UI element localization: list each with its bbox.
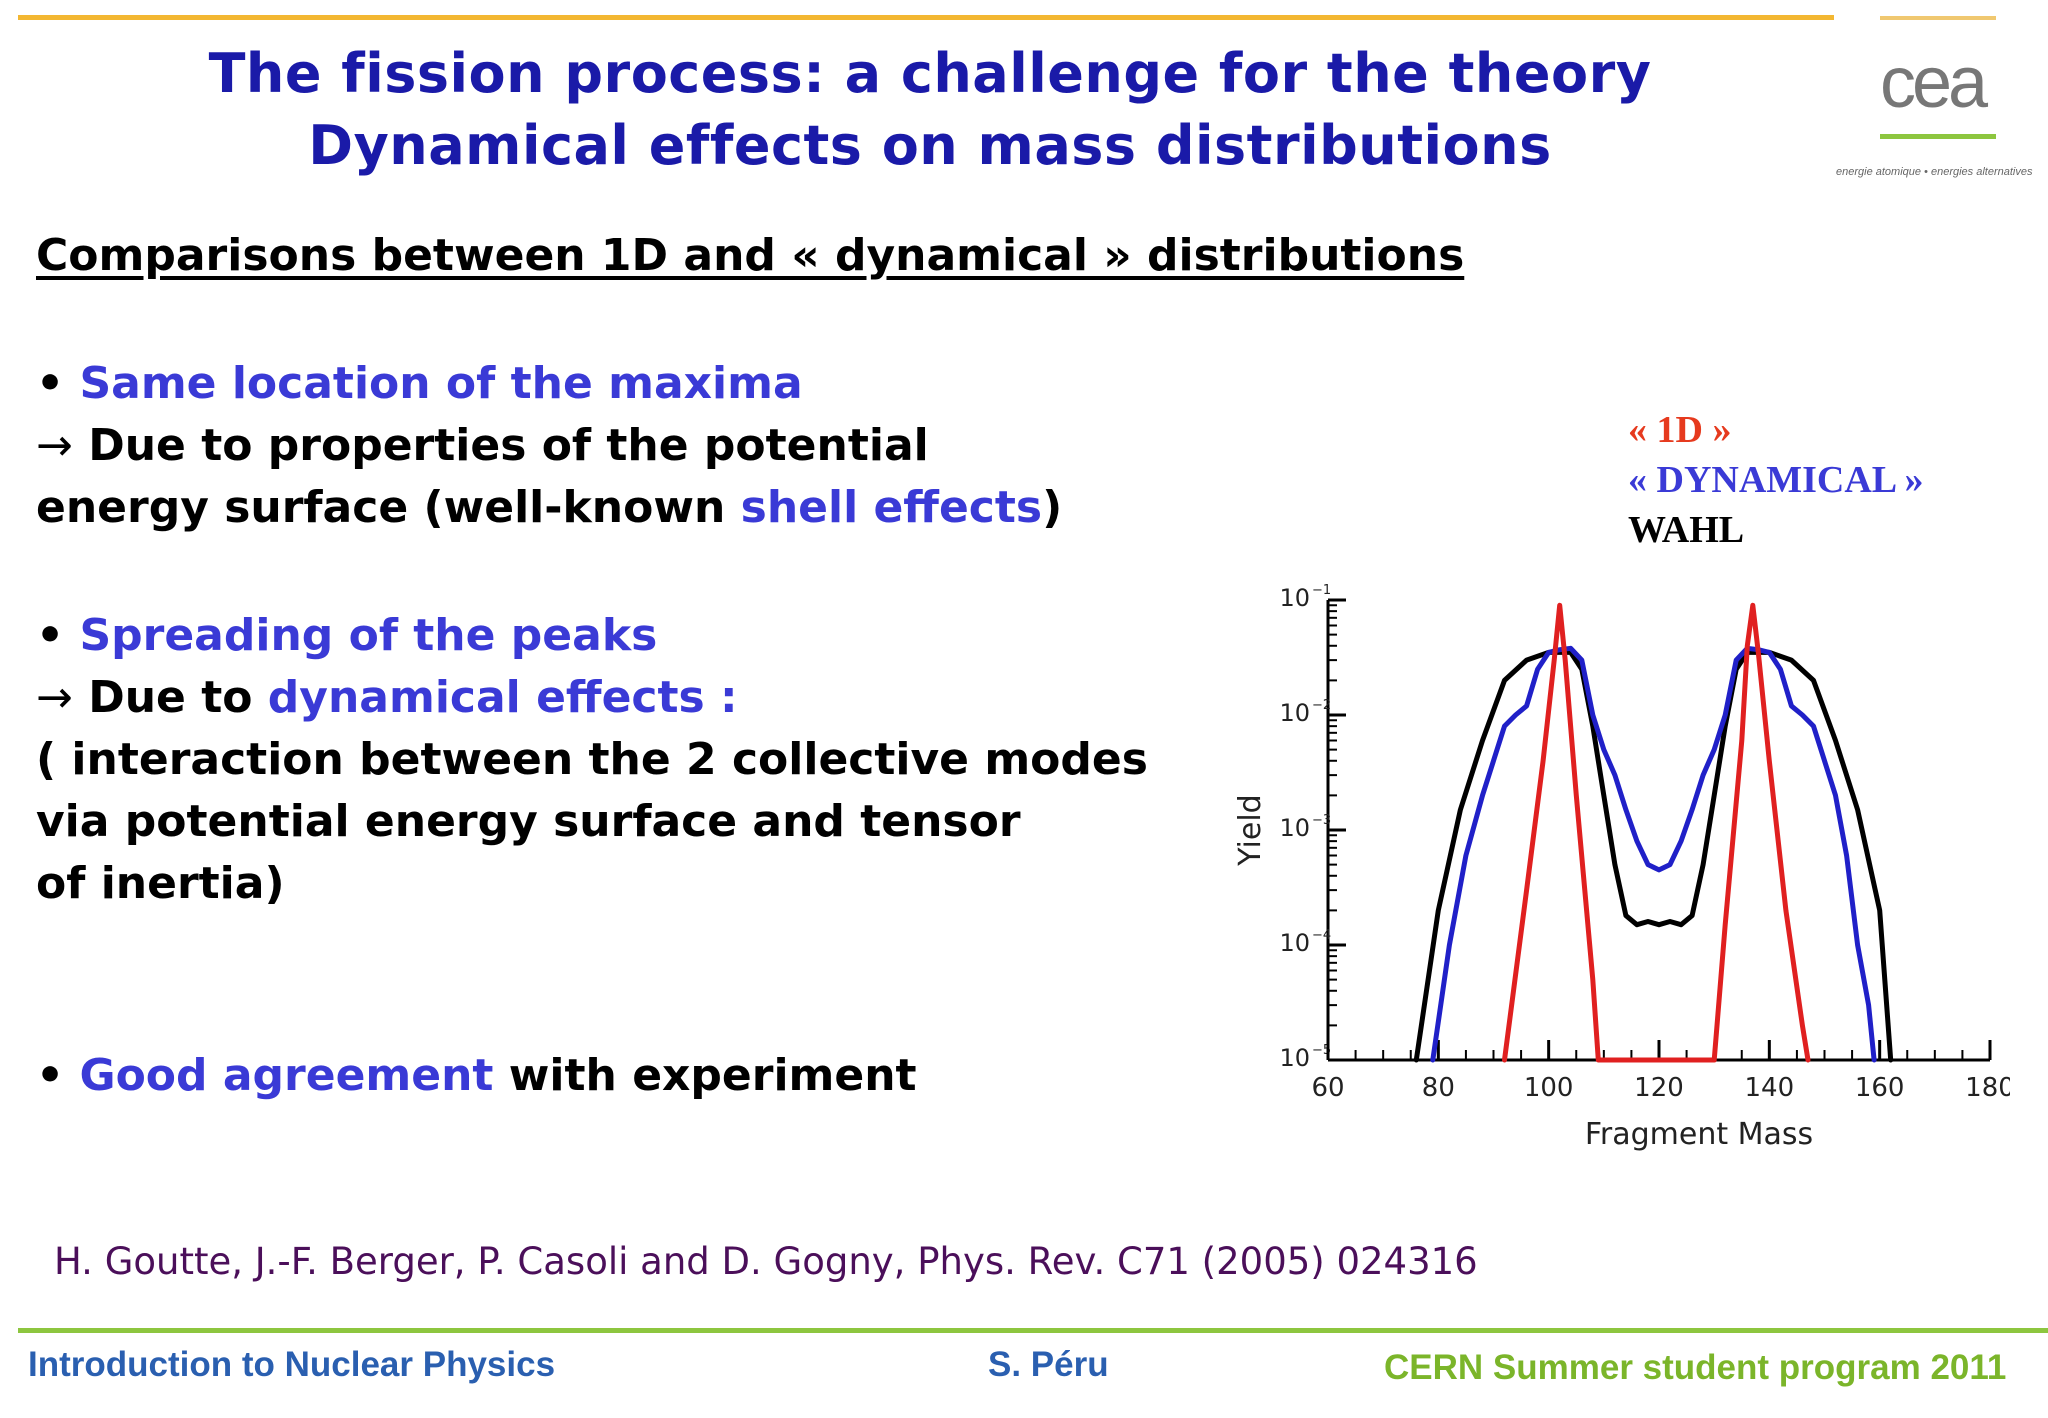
footer-rule [18,1328,2048,1333]
top-accent-rule [18,15,1834,20]
reference-citation: H. Goutte, J.-F. Berger, P. Casoli and D… [54,1240,1478,1283]
y-tick-label: 10 [1279,1044,1310,1072]
y-tick-label: 10 [1279,584,1310,612]
bullet-1-text-2a: energy surface (well-known [36,482,741,533]
shell-effects-text: shell effects [740,482,1043,533]
x-tick-label: 140 [1745,1073,1795,1103]
x-axis-label: Fragment Mass [1585,1117,1813,1152]
logo-tagline: energie atomique • energies alternatives [1836,166,2033,178]
legend-item-dynamical: « DYNAMICAL » [1628,459,1924,501]
x-tick-label: 80 [1422,1073,1455,1103]
bullet-1-title: Same location of the maxima [79,358,803,409]
bullet-1-text-1: Due to properties of the potential [72,420,929,471]
bullet-dot: • [36,358,65,409]
slide-title-line-1: The fission process: a challenge for the… [208,42,1652,105]
y-tick-exponent: −3 [1312,813,1331,828]
y-axis-label: Yield [1233,794,1268,866]
bullet-1-line-1: → Due to properties of the potential [36,420,929,471]
y-tick-exponent: −2 [1312,698,1331,713]
bullet-2-line-3: via potential energy surface and tensor [36,796,1021,847]
bullet-1-title-line: • Same location of the maxima [36,358,803,409]
bullet-dot: • [36,1050,65,1101]
series-line-wahl [1413,649,1894,1063]
chart-legend: « 1D » « DYNAMICAL » WAHL [1628,405,1924,555]
bullet-1-text-2c: ) [1042,482,1063,533]
legend-item-1d: « 1D » [1628,409,1732,451]
bullet-2-text-1a: Due to [72,672,268,723]
footer-course-title: Introduction to Nuclear Physics [28,1345,556,1384]
cea-logo: cea [1880,43,1988,123]
bullet-2-line-2: ( interaction between the 2 collective m… [36,734,1148,785]
y-tick-label: 10 [1279,814,1310,842]
y-tick-label: 10 [1279,929,1310,957]
series-line-1d [1502,602,1811,1063]
logo-top-rule [1880,16,1996,20]
bullet-2-title-line: • Spreading of the peaks [36,610,657,661]
footer-author: S. Péru [988,1345,1109,1384]
legend-item-wahl: WAHL [1628,509,1745,551]
x-tick-label: 120 [1634,1073,1684,1103]
y-tick-label: 10 [1279,699,1310,727]
bullet-2-title: Spreading of the peaks [79,610,658,661]
x-tick-label: 100 [1524,1073,1574,1103]
dynamical-effects-text: dynamical effects : [267,672,738,723]
bullet-dot: • [36,610,65,661]
bullet-1-line-2: energy surface (well-known shell effects… [36,482,1062,533]
bullet-2-line-4: of inertia) [36,858,285,909]
y-tick-exponent: −4 [1312,928,1331,943]
arrow-icon: → [36,672,73,723]
bullet-3-line: • Good agreement with experiment [36,1050,917,1101]
x-tick-label: 60 [1311,1073,1344,1103]
series-line-dynamical [1430,645,1877,1063]
footer-program: CERN Summer student program 2011 [1384,1348,2007,1387]
y-tick-exponent: −1 [1312,583,1331,598]
slide-title-line-2: Dynamical effects on mass distributions [308,114,1552,177]
section-heading: Comparisons between 1D and « dynamical »… [36,230,1465,281]
bullet-3-text: with experiment [493,1050,917,1101]
logo-green-bar [1880,134,1996,139]
x-tick-label: 160 [1855,1073,1905,1103]
y-tick-exponent: −5 [1312,1043,1331,1058]
bullet-2-line-1: → Due to dynamical effects : [36,672,738,723]
bullet-3-title: Good agreement [79,1050,494,1101]
mass-distribution-chart: 10−110−210−310−410 −560 80 100 120 140 160 180F… [1233,583,2010,1152]
arrow-icon: → [36,420,73,471]
x-tick-label: 180 [1965,1073,2010,1103]
